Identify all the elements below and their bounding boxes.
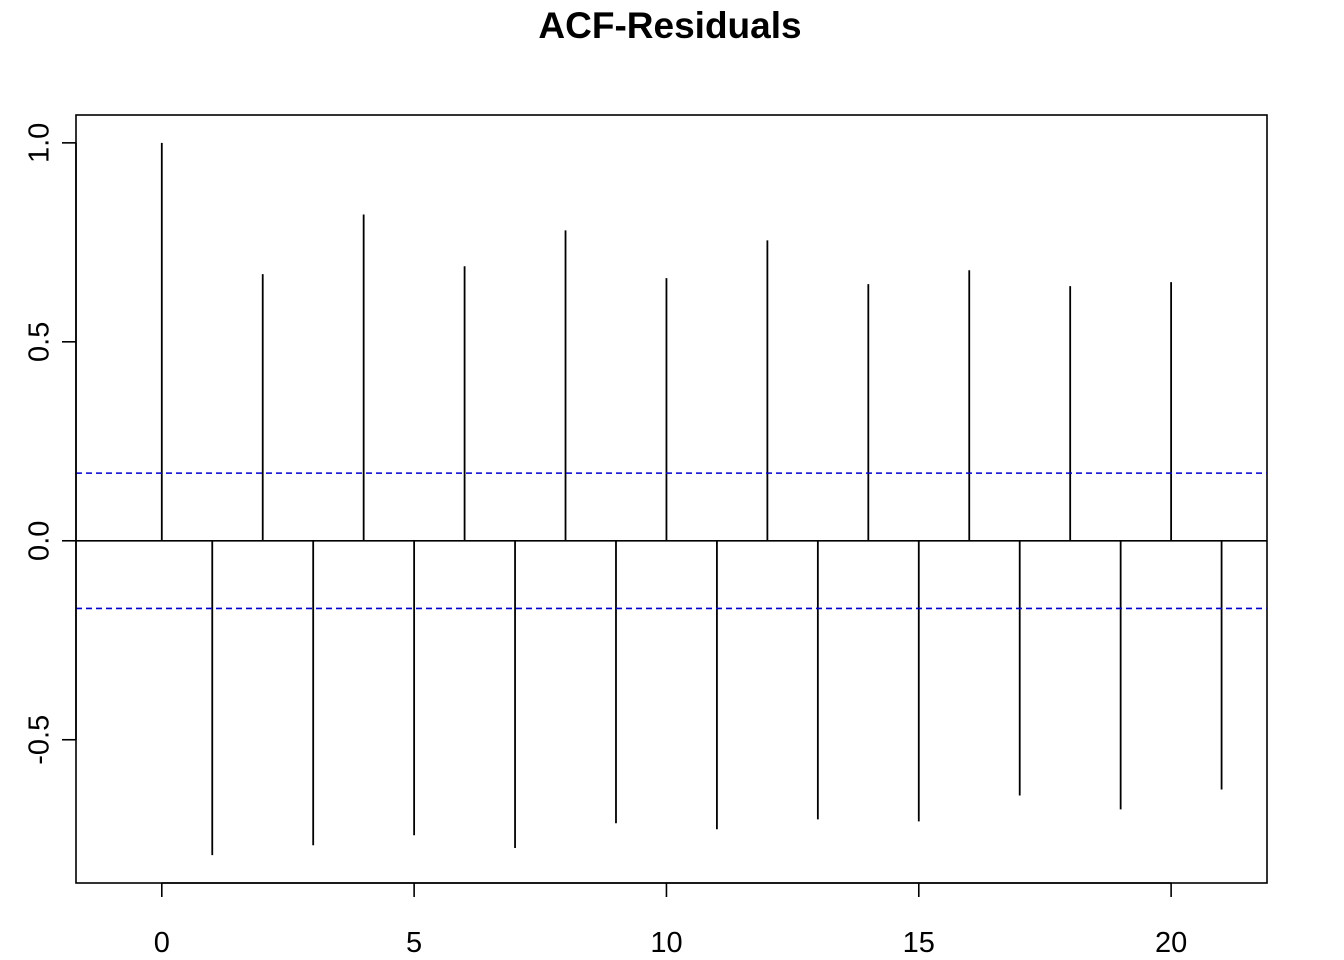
y-tick-label: 0.5: [24, 322, 56, 362]
y-axis: -0.5 0.0 0.5 1.0: [24, 123, 77, 765]
y-tick-label: 1.0: [24, 123, 56, 163]
x-tick-label: 0: [154, 927, 170, 959]
y-tick-label: 0.0: [24, 521, 56, 561]
plot-frame: [75, 114, 1268, 884]
y-tick-label: -0.5: [24, 715, 56, 765]
chart-title: ACF-Residuals: [538, 5, 801, 46]
x-tick-label: 10: [650, 927, 682, 959]
acf-spikes: [160, 142, 1223, 856]
x-tick-label: 15: [903, 927, 935, 959]
reference-lines: [76, 472, 1267, 610]
x-tick-label: 20: [1155, 927, 1187, 959]
x-axis: 0 5 10 15 20: [154, 882, 1187, 959]
x-tick-label: 5: [406, 927, 422, 959]
